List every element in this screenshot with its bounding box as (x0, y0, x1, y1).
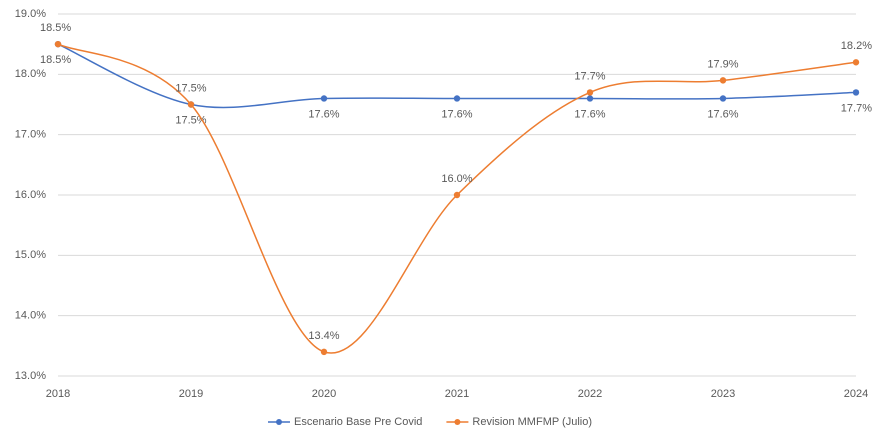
data-point (719, 77, 727, 84)
data-label: 17.9% (707, 58, 738, 70)
data-label: 17.7% (841, 102, 872, 114)
data-point (453, 95, 461, 102)
data-label: 13.4% (308, 330, 339, 342)
data-label: 18.2% (841, 40, 872, 52)
x-tick-label: 2022 (578, 388, 602, 400)
data-label: 17.5% (175, 114, 206, 126)
data-point (187, 101, 195, 108)
x-tick-label: 2024 (844, 388, 868, 400)
data-point (453, 191, 461, 199)
x-tick-label: 2018 (46, 388, 70, 400)
x-tick-label: 2019 (179, 388, 203, 400)
data-label: 18.5% (40, 22, 71, 34)
x-tick-label: 2023 (711, 388, 735, 400)
x-tick-label: 2021 (445, 388, 469, 400)
data-label: 17.7% (574, 70, 605, 82)
data-point (719, 95, 727, 102)
y-tick-label: 13.0% (15, 370, 46, 382)
data-point (852, 59, 860, 66)
data-point (586, 95, 594, 102)
data-label: 17.6% (441, 108, 472, 120)
y-tick-label: 18.0% (15, 68, 46, 80)
data-point (54, 40, 62, 48)
data-label: 17.6% (707, 108, 738, 120)
legend-marker (276, 419, 282, 425)
y-tick-label: 17.0% (15, 129, 46, 141)
data-label: 17.6% (574, 108, 605, 120)
data-point (320, 348, 328, 356)
data-label: 18.5% (40, 54, 71, 66)
y-tick-label: 16.0% (15, 189, 46, 201)
legend-label: Revision MMFMP (Julio) (472, 416, 592, 428)
legend-label: Escenario Base Pre Covid (294, 416, 422, 428)
y-tick-label: 19.0% (15, 8, 46, 20)
y-tick-label: 14.0% (15, 310, 46, 322)
legend-marker (454, 419, 461, 425)
data-label: 17.5% (175, 82, 206, 94)
data-point (852, 89, 860, 96)
x-tick-label: 2020 (312, 388, 336, 400)
data-label: 17.6% (308, 108, 339, 120)
data-point (586, 89, 594, 96)
data-point (320, 95, 328, 102)
data-label: 16.0% (441, 173, 472, 185)
y-tick-label: 15.0% (15, 249, 46, 261)
